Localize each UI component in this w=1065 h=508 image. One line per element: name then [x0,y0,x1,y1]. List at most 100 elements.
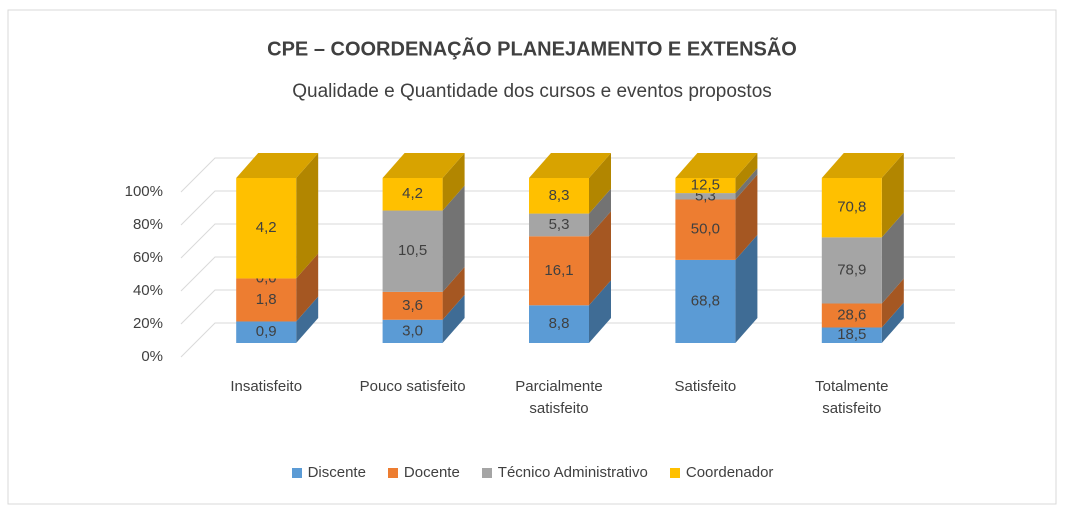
data-label: 70,8 [837,199,866,216]
bar-front [529,178,589,214]
legend-item: Discente [291,464,366,481]
bar-side [589,153,611,214]
data-label: 28,6 [837,306,866,323]
bar-front [236,321,297,343]
legend-label: Técnico Administrativo [497,464,648,481]
bar-side [442,185,465,292]
bar-segment [821,153,904,238]
y-tick-label: 60% [133,249,163,266]
bar-segment [821,302,904,343]
bar-segment [529,280,611,343]
bar-front [821,237,882,304]
bar-front [382,178,443,211]
bar-side [589,280,611,343]
bar-front [382,210,443,292]
bar-segment [529,211,611,306]
bar-front [675,199,736,260]
data-label: 8,8 [549,315,570,332]
bar-side [735,168,758,200]
legend-label: Docente [403,464,460,481]
legend-swatch [481,467,492,478]
x-tick-label: Totalmente satisfeito [815,378,889,417]
bar-front [529,305,589,343]
bar-front [382,319,443,343]
bar-segment [675,153,758,194]
bar-front [675,178,736,194]
x-tick-label: Satisfeito [674,378,737,395]
bar-segment [236,296,319,343]
bar-top [382,153,465,178]
bar-side [442,153,465,211]
legend-label: Discente [307,464,366,481]
bar-side [442,266,465,320]
bar-segment [821,212,904,304]
y-tick-label: 100% [125,183,163,200]
bar-segment [236,153,319,279]
bar-segment [675,234,758,343]
bar-side [442,294,465,343]
x-tick-label: Pouco satisfeito [359,378,466,395]
bar-front [529,236,589,306]
chart-title: CPE – COORDENAÇÃO PLANEJAMENTO E EXTENSÃ… [267,37,797,60]
y-tick-label: 20% [133,315,163,332]
bar-top [675,153,758,178]
bar-side [296,153,319,279]
bar-top [821,153,904,178]
data-label: 68,8 [691,292,720,309]
data-label: 50,0 [691,221,720,238]
y-tick-label: 80% [133,216,163,233]
legend-item: Coordenador [669,464,774,481]
x-tick-label: Parcialmente satisfeito [515,378,603,417]
legend-swatch [291,467,302,478]
bar-front [236,178,297,279]
bar-side [589,188,611,237]
bar-front [382,291,443,320]
bar-top [529,153,611,178]
bar-side [735,234,758,343]
data-label: 5,3 [549,216,570,233]
bar-side [881,302,904,343]
bar-segment [529,153,611,214]
legend-label: Coordenador [685,464,774,481]
data-label: 12,5 [691,177,720,194]
bar-front [529,213,589,237]
bar-segment [236,253,319,322]
bar-front [675,193,736,200]
bar-front [821,303,882,328]
legend-swatch [387,467,398,478]
data-label: 8,3 [549,187,570,204]
data-label: 4,2 [402,185,423,202]
bar-segment [821,278,904,328]
y-tick-label: 0% [141,348,163,365]
data-label: 3,0 [402,322,423,339]
bar-side [881,212,904,304]
bar-front [675,259,736,343]
bar-segment [382,153,465,211]
bar-side [296,296,319,343]
bar-side [296,253,319,322]
legend-swatch [669,467,680,478]
bar-segment [675,174,758,260]
bar-segment [382,185,465,292]
data-label: 3,6 [402,297,423,314]
bar-segment [382,294,465,343]
legend-item: Docente [387,464,460,481]
bar-segment [382,266,465,320]
bar-side [735,153,758,194]
data-label: 1,8 [256,291,277,308]
chart-subtitle: Qualidade e Quantidade dos cursos e even… [292,81,772,102]
data-label: 18,5 [837,326,866,343]
data-label: 0,9 [256,323,277,340]
bar-front [236,278,297,322]
bar-side [881,278,904,328]
legend-item: Técnico Administrativo [481,464,648,481]
legend: Discente Docente Técnico Administrativo Coo… [0,464,1065,481]
bar-side [735,174,758,260]
data-label: 10,5 [398,242,427,259]
data-label: 78,9 [837,261,866,278]
bar-segment [529,188,611,237]
bar-segment [675,168,758,200]
data-label: 16,1 [544,262,573,279]
